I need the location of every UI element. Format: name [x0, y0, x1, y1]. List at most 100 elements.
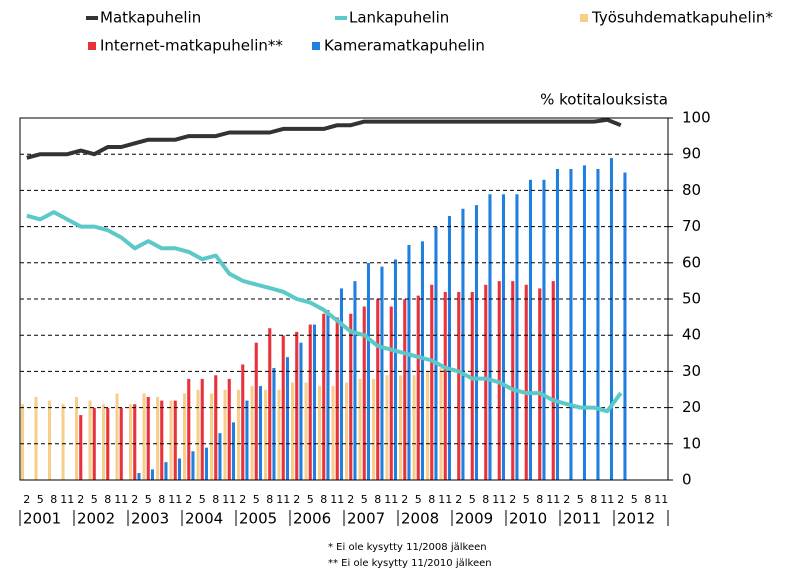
bar	[263, 389, 268, 481]
bar	[568, 168, 574, 481]
x-tick-label: 11	[60, 493, 74, 506]
x-tick-label: 5	[37, 493, 44, 506]
bar	[348, 313, 353, 481]
bar	[622, 172, 628, 481]
bar	[487, 193, 492, 481]
bar	[20, 403, 25, 481]
bar	[34, 396, 39, 481]
x-tick-label: 8	[536, 493, 543, 506]
bar	[236, 389, 241, 481]
bar	[344, 382, 349, 481]
y-tick-label: 10	[682, 434, 701, 452]
bar	[204, 447, 209, 481]
x-tick-label: 2	[185, 493, 192, 506]
bar	[277, 389, 282, 481]
bar	[528, 179, 533, 481]
legend-swatch	[580, 14, 588, 22]
bar	[200, 378, 205, 481]
bar	[196, 389, 201, 481]
x-tick-label: 5	[91, 493, 98, 506]
y-tick-label: 20	[682, 398, 701, 416]
bar	[514, 193, 520, 481]
x-tick-label: 8	[320, 493, 327, 506]
x-tick-label: 5	[199, 493, 206, 506]
bar	[250, 385, 255, 481]
legend-label: Työsuhdematkapuhelin*	[591, 9, 773, 27]
y-tick-label: 90	[682, 145, 701, 163]
bar	[393, 258, 398, 481]
bar	[285, 356, 290, 481]
bar	[379, 266, 384, 481]
x-tick-label: 11	[438, 493, 452, 506]
bar	[447, 215, 452, 481]
y-tick-label: 100	[682, 109, 711, 127]
legend-label: Matkapuhelin	[100, 9, 201, 27]
bar	[362, 305, 367, 481]
x-tick-label: 5	[577, 493, 584, 506]
x-tick-label: 8	[158, 493, 165, 506]
bar	[537, 287, 542, 481]
line	[26, 210, 623, 414]
bar	[271, 367, 276, 481]
bar	[254, 342, 259, 481]
bar	[402, 298, 407, 481]
bar	[371, 378, 376, 481]
x-tick-label: 8	[374, 493, 381, 506]
bar	[136, 472, 141, 481]
y-tick-label: 50	[682, 290, 701, 308]
year-label: 2004	[185, 510, 223, 528]
x-tick-label: 11	[276, 493, 290, 506]
year-label: 2005	[239, 510, 277, 528]
x-tick-label: 8	[590, 493, 597, 506]
bar	[460, 208, 465, 481]
bar	[231, 421, 236, 481]
bar	[352, 280, 357, 481]
x-tick-label: 2	[131, 493, 138, 506]
bar	[389, 305, 394, 481]
x-tick-label: 2	[455, 493, 462, 506]
x-tick-label: 5	[523, 493, 530, 506]
bar	[510, 280, 515, 481]
bar	[227, 378, 232, 481]
x-tick-label: 11	[222, 493, 236, 506]
year-label: 2011	[563, 510, 601, 528]
bar	[385, 374, 390, 481]
x-tick-label: 5	[631, 493, 638, 506]
y-tick-label: 0	[682, 471, 692, 489]
bar	[267, 327, 272, 481]
bar	[146, 396, 151, 481]
bar	[358, 378, 363, 481]
y-tick-label: 80	[682, 181, 701, 199]
bar	[159, 400, 164, 481]
bar	[101, 403, 106, 481]
year-label: 2012	[617, 510, 655, 528]
x-tick-label: 2	[347, 493, 354, 506]
bar	[474, 204, 479, 481]
bar	[416, 295, 421, 481]
legend-label: Lankapuhelin	[349, 9, 449, 27]
bar	[217, 432, 222, 481]
bar	[595, 168, 601, 481]
x-tick-label: 11	[168, 493, 182, 506]
bar	[209, 392, 214, 481]
bar	[609, 157, 614, 481]
x-tick-label: 8	[266, 493, 273, 506]
x-tick-label: 8	[428, 493, 435, 506]
bar	[456, 291, 461, 481]
bar	[406, 244, 411, 481]
x-tick-label: 8	[104, 493, 111, 506]
bar	[335, 316, 340, 481]
x-tick-label: 2	[563, 493, 570, 506]
bar	[213, 374, 218, 481]
bar	[331, 385, 336, 481]
bar	[339, 287, 344, 481]
bar	[501, 193, 506, 481]
x-tick-label: 5	[415, 493, 422, 506]
bar	[132, 403, 137, 481]
year-label: 2003	[131, 510, 169, 528]
legend-label: Kameramatkapuhelin	[324, 37, 485, 55]
year-label: 2010	[509, 510, 547, 528]
legend-label: Internet-matkapuhelin**	[100, 37, 283, 55]
bar	[190, 450, 195, 481]
